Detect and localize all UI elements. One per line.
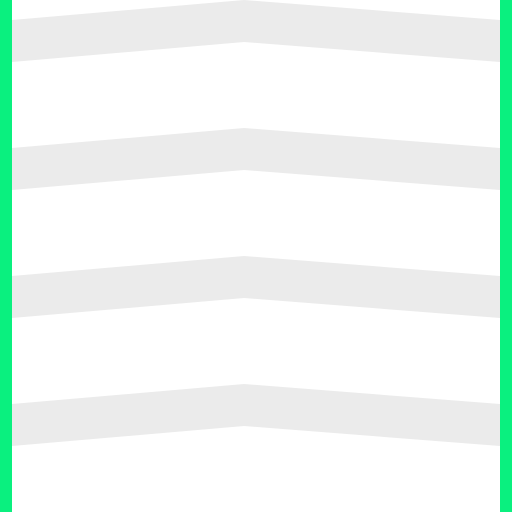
chevron-band — [12, 384, 500, 446]
left-edge-stripe — [0, 0, 12, 512]
chevron-band — [12, 256, 500, 318]
chevron-band — [12, 0, 500, 62]
chevron-band — [12, 128, 500, 190]
chevron-pattern — [12, 0, 500, 446]
right-edge-stripe — [500, 0, 512, 512]
